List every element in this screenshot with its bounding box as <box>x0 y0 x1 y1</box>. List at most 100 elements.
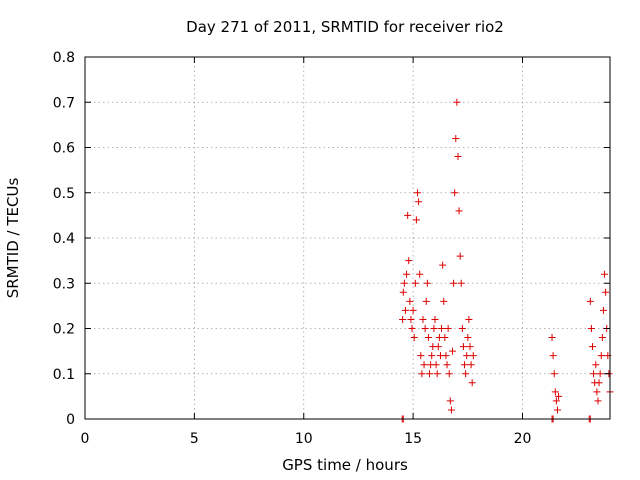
data-point <box>423 279 431 287</box>
data-point <box>454 153 462 161</box>
data-point <box>550 370 558 378</box>
data-point <box>426 370 434 378</box>
data-point <box>463 352 471 360</box>
data-point <box>415 198 423 206</box>
data-point <box>411 279 419 287</box>
x-tick-label: 20 <box>514 431 532 447</box>
data-point <box>433 370 441 378</box>
data-point <box>457 279 465 287</box>
data-point <box>592 361 600 369</box>
data-point <box>596 370 604 378</box>
data-point <box>461 361 469 369</box>
data-point <box>601 270 609 278</box>
data-point <box>404 211 412 219</box>
data-point <box>466 343 474 351</box>
data-point <box>443 361 451 369</box>
y-tick-label: 0.6 <box>53 141 75 157</box>
data-point <box>399 288 407 296</box>
data-point <box>412 216 420 224</box>
y-axis-label: SRMTID / TECUs <box>4 178 22 299</box>
data-point <box>417 352 425 360</box>
data-point <box>599 306 607 314</box>
data-point <box>548 334 556 342</box>
data-point <box>409 306 417 314</box>
y-tick-label: 0.3 <box>53 276 75 292</box>
x-axis-label: GPS time / hours <box>282 456 408 474</box>
axis-ticks: 0 0.1 0.2 0.3 0.4 0.5 0.6 0.7 0.8 0 5 10 15 20 <box>53 50 610 447</box>
data-point <box>432 361 440 369</box>
data-point <box>549 352 557 360</box>
data-point <box>590 370 598 378</box>
data-point <box>602 288 610 296</box>
data-point <box>554 406 561 414</box>
data-point <box>587 325 595 332</box>
data-point <box>447 406 455 414</box>
data-point <box>464 334 472 342</box>
data-point <box>430 325 438 332</box>
data-point <box>452 134 460 142</box>
data-point <box>598 334 606 342</box>
data-point <box>400 279 408 287</box>
data-point <box>597 352 605 360</box>
y-tick-label: 0.1 <box>53 367 75 383</box>
data-point <box>586 297 594 305</box>
data-point <box>428 352 436 360</box>
y-tick-label: 0.4 <box>53 231 75 247</box>
data-point <box>449 347 456 355</box>
data-point <box>416 270 424 278</box>
data-point <box>401 306 409 314</box>
data-point <box>418 370 426 378</box>
y-tick-label: 0.8 <box>53 50 75 66</box>
data-point <box>422 297 430 305</box>
data-point <box>440 297 448 305</box>
data-point <box>450 279 458 287</box>
data-point <box>407 315 415 323</box>
data-point <box>441 334 449 342</box>
data-point <box>446 397 454 405</box>
grid-lines <box>85 57 610 419</box>
data-point <box>445 370 453 378</box>
data-point <box>552 397 560 405</box>
data-point <box>593 388 601 396</box>
y-tick-label: 0 <box>66 412 75 428</box>
x-tick-label: 5 <box>190 431 199 447</box>
data-point <box>434 343 442 351</box>
data-point <box>403 270 411 278</box>
data-point <box>405 257 413 265</box>
data-point <box>414 189 421 197</box>
data-point <box>465 315 473 323</box>
y-tick-label: 0.7 <box>53 95 75 111</box>
data-point <box>455 207 463 215</box>
data-point <box>399 315 407 323</box>
data-point <box>469 352 477 360</box>
data-point <box>458 325 466 332</box>
data-point <box>456 252 464 260</box>
x-tick-label: 0 <box>81 431 90 447</box>
data-point <box>467 361 475 369</box>
data-point <box>453 98 461 106</box>
data-point <box>594 397 602 405</box>
y-tick-label: 0.5 <box>53 186 75 202</box>
data-point <box>589 343 596 351</box>
data-point <box>410 334 418 342</box>
data-point <box>595 379 603 387</box>
data-point <box>419 315 427 323</box>
data-point <box>551 388 559 396</box>
data-point <box>439 261 447 269</box>
x-tick-label: 10 <box>295 431 313 447</box>
data-point <box>438 325 446 332</box>
x-tick-label: 15 <box>404 431 422 447</box>
data-point <box>420 361 428 369</box>
data-point <box>459 343 467 351</box>
data-point <box>442 352 450 360</box>
data-point <box>444 325 452 332</box>
data-point <box>462 370 470 378</box>
data-point <box>468 379 476 387</box>
y-tick-label: 0.2 <box>53 322 75 338</box>
data-point <box>555 392 563 400</box>
data-point <box>424 334 432 342</box>
data-point <box>421 325 429 332</box>
data-point <box>406 297 414 305</box>
data-point <box>451 189 459 197</box>
